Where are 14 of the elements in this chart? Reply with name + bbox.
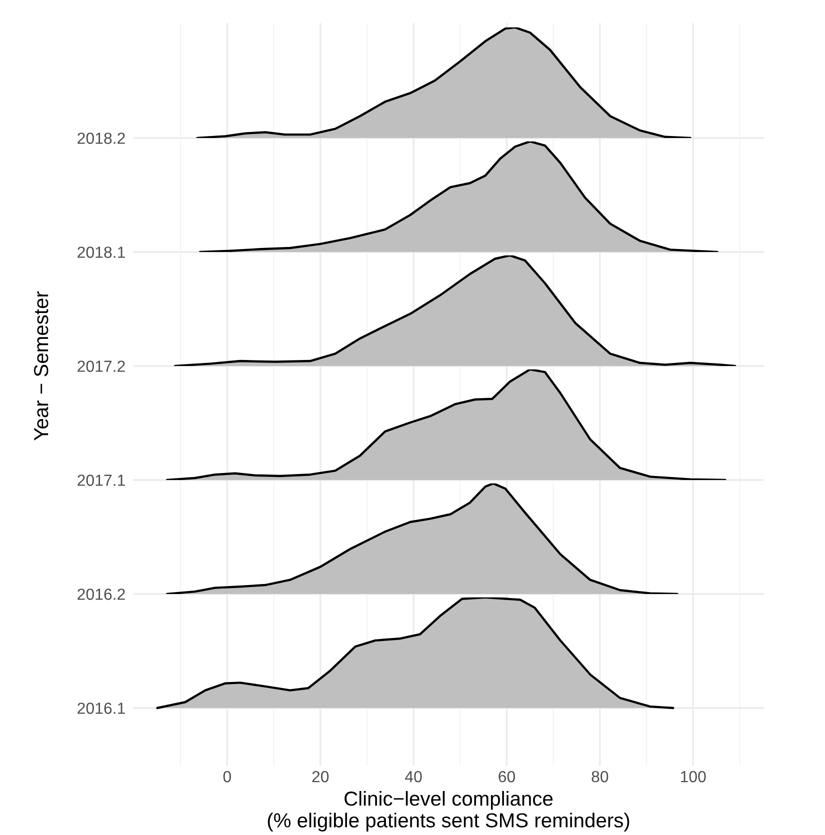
x-axis-title: Clinic−level compliance (% eligible patients sent SMS reminders) <box>268 791 630 832</box>
y-axis-title: Year − Semester <box>34 291 48 440</box>
x-tick-label: 40 <box>405 770 422 782</box>
text: 2017.2 <box>78 360 125 372</box>
text: 2017.1 <box>78 474 125 486</box>
text: 2018.1 <box>78 246 125 258</box>
x-tick-label: 60 <box>498 770 515 782</box>
text: 2016.2 <box>78 588 125 600</box>
x-tick-label: 0 <box>223 770 231 782</box>
x-tick-label: 20 <box>312 770 329 782</box>
x-tick-label: 100 <box>681 770 706 782</box>
x-tick-label: 80 <box>592 770 608 782</box>
text: 2016.1 <box>78 702 125 714</box>
text: 2018.2 <box>78 132 125 144</box>
